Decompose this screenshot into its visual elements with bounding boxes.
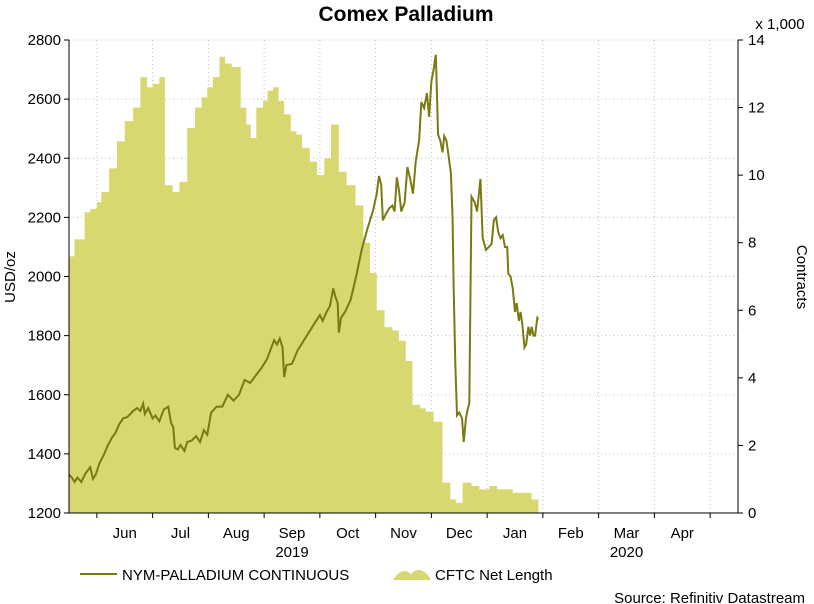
left-axis-ticks: 1200 1400 1600 1800 2000 2200 2400 2600 2800 [28, 32, 69, 522]
left-tick-label: 1200 [28, 505, 61, 522]
left-tick-label: 1800 [28, 328, 61, 345]
x-month-label: Jan [503, 525, 527, 542]
right-tick-label: 6 [748, 302, 756, 319]
x-month-label: Dec [446, 525, 473, 542]
right-tick-label: 12 [748, 100, 765, 117]
x-month-label: Sep [279, 525, 306, 542]
cftc-net-length-area [69, 56, 539, 514]
right-tick-label: 4 [748, 370, 756, 387]
left-tick-label: 2600 [28, 91, 61, 108]
x-month-label: Nov [390, 525, 417, 542]
right-tick-label: 0 [748, 505, 756, 522]
right-axis-ticks: 0 2 4 6 8 10 12 14 [738, 32, 765, 522]
right-tick-label: 10 [748, 167, 765, 184]
left-tick-label: 1600 [28, 387, 61, 404]
x-year-label: 2020 [610, 544, 643, 561]
left-tick-label: 2800 [28, 32, 61, 49]
left-axis-label: USD/oz [2, 251, 19, 303]
right-tick-label: 8 [748, 235, 756, 252]
x-month-label: Oct [336, 525, 360, 542]
right-axis-multiplier: x 1,000 [755, 16, 804, 33]
source-note: Source: Refinitiv Datastream [614, 590, 805, 604]
x-month-label: Mar [614, 525, 640, 542]
x-month-label: Jul [171, 525, 190, 542]
legend-label-cftc: CFTC Net Length [435, 567, 553, 584]
x-axis-month-ticks: Jun Jul Aug Sep Oct Nov Dec Jan Feb Mar Apr [96, 513, 711, 542]
right-axis-label: Contracts [793, 245, 810, 309]
right-tick-label: 2 [748, 437, 756, 454]
x-month-label: Jun [113, 525, 137, 542]
left-tick-label: 2200 [28, 209, 61, 226]
x-month-label: Apr [671, 525, 694, 542]
x-month-label: Aug [223, 525, 250, 542]
chart-title: Comex Palladium [318, 3, 493, 26]
x-axis-year-ticks: 2019 2020 [275, 544, 643, 561]
left-tick-label: 2000 [28, 269, 61, 286]
left-tick-label: 2400 [28, 150, 61, 167]
left-tick-label: 1400 [28, 446, 61, 463]
x-year-label: 2019 [275, 544, 308, 561]
x-month-label: Feb [558, 525, 584, 542]
legend-label-price: NYM-PALLADIUM CONTINUOUS [122, 567, 349, 584]
legend: NYM-PALLADIUM CONTINUOUS CFTC Net Length [80, 567, 553, 584]
right-tick-label: 14 [748, 32, 765, 49]
palladium-price-line [68, 54, 540, 484]
legend-area-swatch [393, 569, 430, 580]
